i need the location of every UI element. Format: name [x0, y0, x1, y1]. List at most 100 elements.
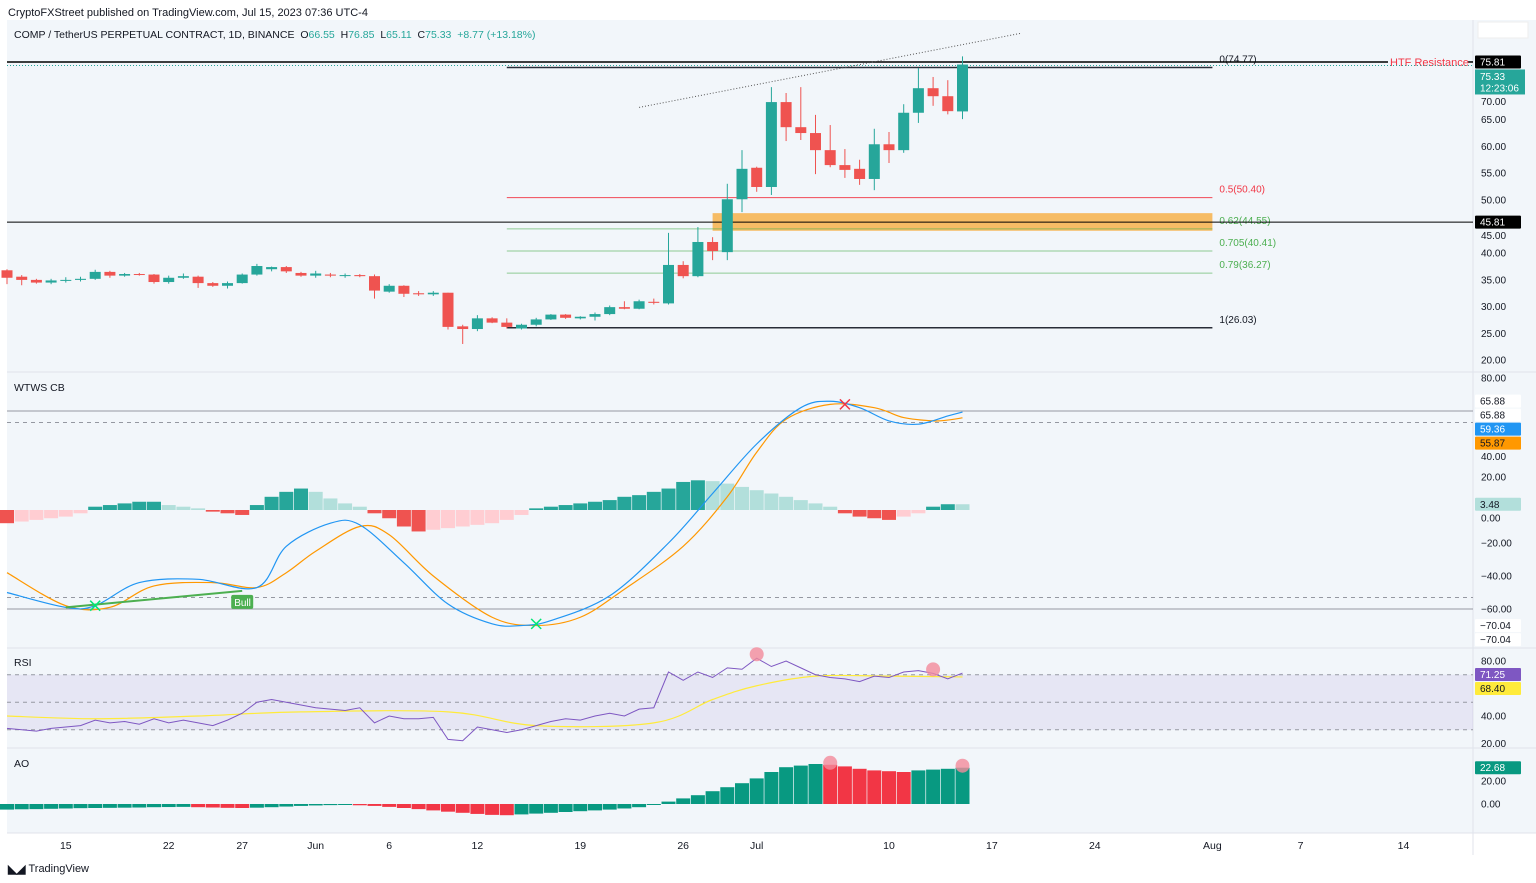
candle — [427, 291, 439, 296]
support-badge: 45.81 — [1480, 218, 1505, 229]
candle — [280, 266, 292, 273]
candle — [663, 232, 674, 305]
candle — [339, 273, 351, 278]
wtws-histogram-bar — [191, 508, 206, 510]
support-badge-bg — [1475, 215, 1521, 229]
symbol-name[interactable]: COMP / TetherUS PERPETUAL CONTRACT, 1D, … — [14, 29, 295, 41]
wtws-histogram-bar — [176, 506, 191, 510]
ao-bar — [632, 804, 647, 808]
candle — [104, 270, 116, 278]
candle-body — [589, 314, 601, 317]
candle — [530, 317, 542, 327]
rsi-badge: 68.40 — [1480, 684, 1505, 695]
ao-bar — [191, 804, 206, 808]
candle — [177, 273, 189, 279]
ao-bar — [676, 798, 691, 804]
candle-body — [574, 316, 586, 319]
candle — [413, 291, 425, 296]
wtws-histogram-bar — [14, 510, 29, 522]
rsi-line — [6, 657, 963, 742]
ao-pane-title[interactable]: AO — [14, 758, 30, 770]
candle-body — [765, 102, 777, 187]
candle-body — [398, 285, 410, 294]
candle — [383, 284, 395, 293]
cross-signal-icon — [89, 600, 101, 612]
candle-body — [442, 292, 454, 327]
ao-divergence-marker — [955, 758, 970, 773]
ao-bar — [176, 804, 191, 807]
wtws-histogram-bar — [441, 510, 455, 529]
wtws-histogram-bar — [793, 500, 808, 510]
candle-body — [1, 270, 13, 278]
ao-bar — [690, 795, 705, 804]
symbol-legend: COMP / TetherUS PERPETUAL CONTRACT, 1D, … — [14, 29, 535, 41]
wtws-histogram-bar — [338, 503, 353, 510]
fib-level-label: 0.79(36.27) — [1219, 260, 1270, 271]
candle — [251, 263, 263, 276]
ao-bar — [852, 768, 867, 804]
candle-body — [751, 167, 763, 187]
ao-bar — [338, 804, 353, 805]
publisher-line: CryptoFXStreet published on TradingView.… — [8, 7, 368, 19]
wtws-badge: 55.87 — [1480, 439, 1505, 450]
wtws-badge: 65.88 — [1480, 411, 1505, 422]
time-axis-label: 24 — [1089, 840, 1101, 852]
candle-body — [633, 301, 645, 309]
wtws-histogram-bar — [573, 503, 588, 510]
candle — [912, 67, 924, 123]
candle-body — [868, 144, 880, 179]
candle — [824, 125, 836, 168]
candle — [222, 281, 233, 289]
wtws-histogram-bar — [837, 510, 852, 514]
ao-bar — [220, 804, 235, 808]
last-price-badge-bg — [1475, 69, 1525, 95]
candle-body — [207, 283, 219, 286]
candle-body — [471, 318, 483, 330]
candle-body — [119, 274, 131, 276]
wtws-badge-bg — [1475, 619, 1521, 633]
ao-bar — [411, 804, 426, 810]
open-label: O — [300, 29, 309, 41]
candle — [898, 104, 910, 153]
candle-body — [707, 241, 719, 252]
footer-brand[interactable]: TradingView — [28, 863, 90, 875]
open-value: 66.55 — [308, 29, 335, 41]
high-label: H — [340, 29, 349, 41]
ao-bar — [720, 787, 735, 804]
candle-body — [30, 279, 42, 283]
candle-body — [839, 165, 851, 170]
ao-bar — [264, 804, 279, 808]
time-axis-label: 19 — [574, 840, 586, 852]
ao-bar — [205, 804, 220, 808]
candle-body — [560, 314, 572, 318]
ao-bar — [926, 769, 941, 804]
candle-body — [604, 307, 616, 315]
candle — [75, 276, 86, 282]
wtws-histogram-bar — [852, 510, 867, 517]
ao-tick-label: 0.00 — [1481, 800, 1501, 811]
ao-bar — [661, 801, 676, 804]
candle-body — [339, 275, 351, 277]
candle-body — [89, 271, 101, 279]
candle-body — [104, 271, 116, 276]
bull-label: Bull — [234, 598, 251, 609]
time-axis-label: 27 — [236, 840, 248, 852]
candle — [207, 282, 219, 287]
candle-body — [222, 283, 233, 286]
time-axis-label: Aug — [1203, 840, 1222, 852]
candle — [854, 159, 866, 185]
wtws-histogram-bar — [132, 501, 147, 510]
price-tick-label: 35.00 — [1481, 275, 1506, 286]
candle-body — [354, 275, 366, 277]
wtws-histogram-bar — [470, 510, 485, 525]
candle — [1, 269, 13, 285]
wtws-badge-bg — [1475, 497, 1521, 511]
rsi-pane-title[interactable]: RSI — [14, 657, 32, 669]
wtws-histogram-bar — [455, 510, 470, 527]
candle-body — [736, 168, 748, 200]
fib-level-label: 0.5(50.40) — [1219, 185, 1265, 196]
candle-body — [677, 264, 689, 277]
wtws-pane-title[interactable]: WTWS CB — [14, 382, 65, 394]
candle-body — [413, 293, 425, 295]
